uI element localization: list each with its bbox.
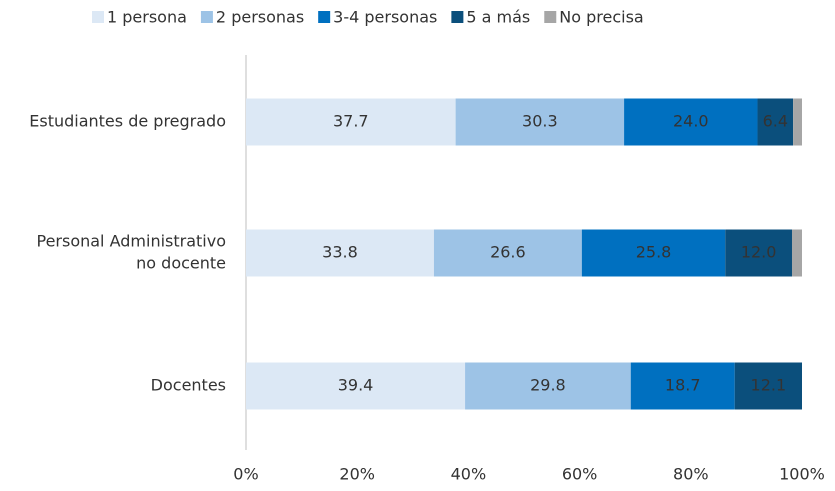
data-label: 30.3 [522,112,558,131]
x-tick-label: 20% [339,465,375,484]
legend-label: 5 a más [466,8,530,27]
legend-label: No precisa [559,8,643,27]
bar-segment [581,229,726,277]
data-label: 39.4 [338,376,374,395]
legend-swatch [451,11,464,23]
bar-segment [465,362,631,410]
legend-label: 3-4 personas [333,8,437,27]
bar-segment [455,98,625,146]
bar-segment [757,98,794,146]
data-label: 29.8 [530,376,566,395]
x-tick-label: 40% [451,465,487,484]
category-label: Personal Administrativo [36,232,226,251]
bar-segment [433,229,582,277]
data-label: 26.6 [490,243,526,262]
x-tick-label: 0% [233,465,258,484]
bar-segment [246,229,434,277]
bar-segment [246,362,466,410]
bar-segment [624,98,758,146]
data-label: 24.0 [673,112,709,131]
legend-swatch [318,11,331,23]
data-label: 37.7 [333,112,369,131]
bar-segment [630,362,735,410]
data-label: 18.7 [665,376,701,395]
bar-segment [725,229,792,277]
bar-segment [246,98,456,146]
category-label: Estudiantes de pregrado [29,112,226,131]
bar-segment [793,98,802,146]
data-label: 6.4 [763,112,788,131]
legend-swatch [544,11,557,23]
data-label: 12.0 [741,243,777,262]
x-tick-label: 100% [779,465,825,484]
category-label: no docente [136,254,226,273]
data-label: 25.8 [636,243,672,262]
legend-swatch [92,11,104,23]
bar-segment [734,362,802,410]
x-tick-label: 60% [562,465,598,484]
legend-swatch [200,11,213,23]
data-label: 12.1 [751,376,787,395]
bar-segment [791,229,802,277]
x-tick-label: 80% [673,465,709,484]
data-label: 33.8 [322,243,358,262]
legend-label: 1 persona [107,8,187,27]
category-label: Docentes [151,376,226,395]
legend-label: 2 personas [216,8,304,27]
